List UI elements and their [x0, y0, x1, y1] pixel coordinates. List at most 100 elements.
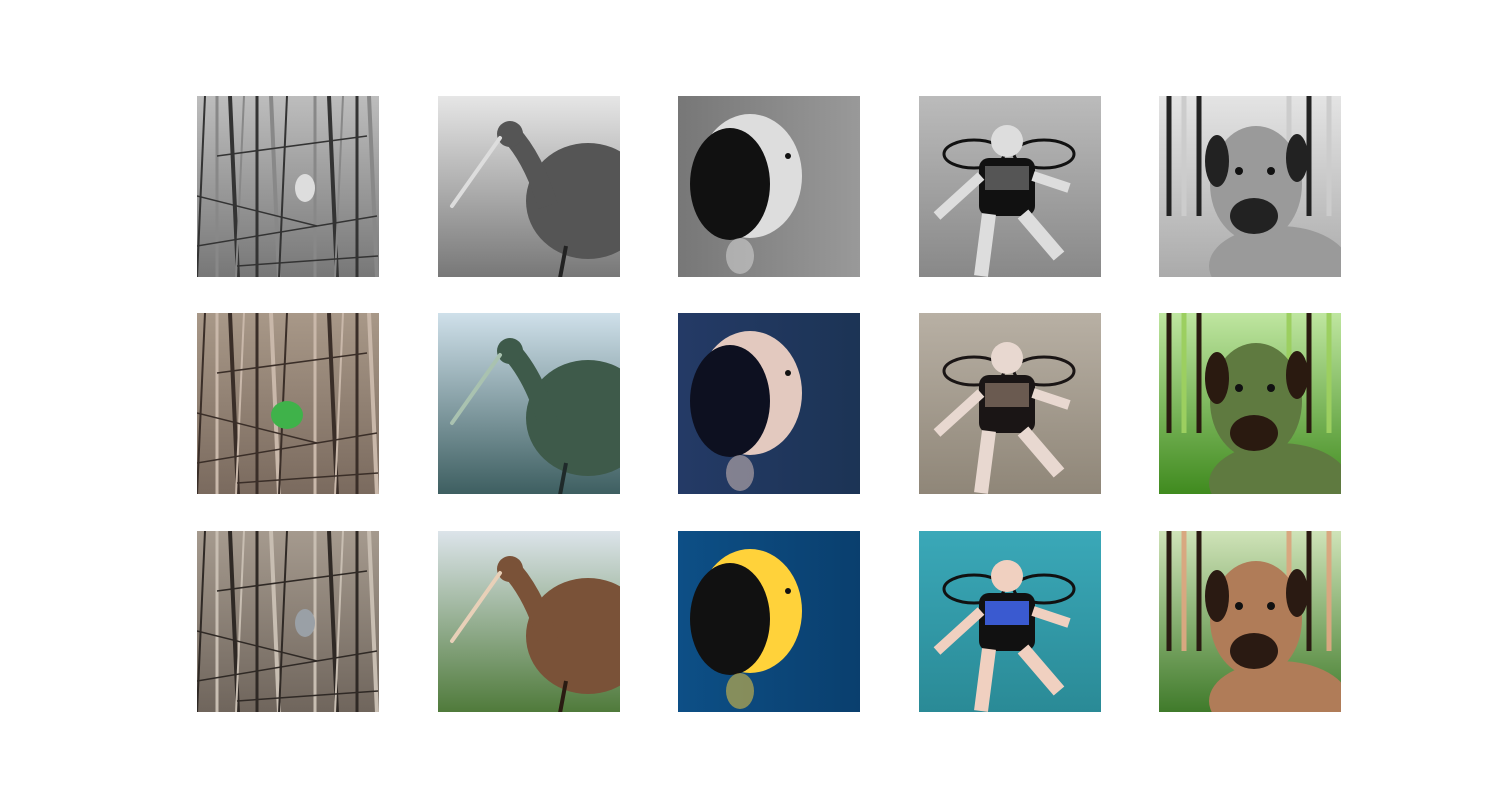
dog-body [1209, 226, 1341, 277]
branch [367, 313, 379, 494]
ibis-leg [558, 245, 568, 277]
diver-head [991, 560, 1023, 592]
dog-body [1209, 443, 1341, 494]
dog-muzzle [1230, 415, 1278, 451]
image-tile [197, 313, 379, 494]
branch [367, 531, 379, 712]
ibis-head [497, 338, 523, 364]
diver-vest [985, 601, 1029, 625]
diver-arms [933, 606, 1071, 655]
fish-eye [785, 153, 791, 159]
dog-ear [1205, 570, 1229, 622]
branch [235, 96, 245, 277]
image-tile [919, 96, 1101, 277]
branch [269, 96, 281, 277]
twig [197, 630, 318, 662]
dog-ear [1205, 352, 1229, 404]
ibis-beak [450, 571, 502, 643]
diver-head [991, 342, 1023, 374]
branch [235, 313, 245, 494]
image-tile [919, 313, 1101, 494]
ibis-beak [450, 353, 502, 425]
image-tile [438, 313, 620, 494]
twig [236, 472, 379, 484]
ibis-head [497, 556, 523, 582]
tile-background [197, 96, 379, 277]
fish-fin [726, 455, 754, 491]
ibis-head [497, 121, 523, 147]
branch [269, 531, 281, 712]
dog-muzzle [1230, 633, 1278, 669]
diver-head [991, 125, 1023, 157]
twig [216, 135, 368, 157]
ibis-body [526, 578, 620, 694]
branch [197, 313, 206, 494]
twig [216, 352, 368, 374]
ibis-body [526, 360, 620, 476]
branch [334, 96, 344, 277]
diver-vest [985, 166, 1029, 190]
bird [295, 609, 315, 637]
diver-arms [933, 388, 1071, 437]
image-tile [678, 313, 860, 494]
twig [236, 690, 379, 702]
ibis-body [526, 143, 620, 259]
ibis-beak [450, 136, 502, 208]
tile-background [197, 531, 379, 712]
fish-patch [690, 128, 770, 240]
image-tile [678, 96, 860, 277]
branch [367, 96, 379, 277]
fish-eye [785, 588, 791, 594]
ibis-leg [558, 462, 568, 494]
image-tile [919, 531, 1101, 712]
dog-eye [1267, 384, 1275, 392]
fish-patch [690, 563, 770, 675]
bird [271, 401, 303, 429]
dog-muzzle [1230, 198, 1278, 234]
dog-ear [1205, 135, 1229, 187]
ibis-leg [558, 680, 568, 712]
fish-fin [726, 238, 754, 274]
twig [236, 255, 379, 267]
dog-ear [1286, 351, 1308, 399]
dog-eye [1267, 167, 1275, 175]
dog-eye [1235, 602, 1243, 610]
branch [197, 96, 206, 277]
branch [269, 313, 281, 494]
image-tile [678, 531, 860, 712]
image-tile [438, 531, 620, 712]
branch [278, 96, 288, 277]
dog-ear [1286, 569, 1308, 617]
fish-eye [785, 370, 791, 376]
dog-eye [1267, 602, 1275, 610]
image-tile [197, 531, 379, 712]
diver-legs [974, 644, 1065, 712]
twig [197, 412, 318, 444]
bird [295, 174, 315, 202]
fish-patch [690, 345, 770, 457]
branch [278, 531, 288, 712]
fish-fin [726, 673, 754, 709]
diver-arms [933, 171, 1071, 220]
branch [334, 531, 344, 712]
twig [216, 570, 368, 592]
branch [197, 531, 206, 712]
diver-legs [974, 426, 1065, 494]
twig [197, 215, 378, 247]
branch [334, 313, 344, 494]
image-tile [1159, 313, 1341, 494]
image-tile [1159, 96, 1341, 277]
dog-eye [1235, 384, 1243, 392]
image-tile [197, 96, 379, 277]
dog-eye [1235, 167, 1243, 175]
dog-ear [1286, 134, 1308, 182]
dog-body [1209, 661, 1341, 712]
diver-legs [974, 209, 1065, 277]
twig [197, 195, 318, 227]
image-tile [1159, 531, 1341, 712]
diver-vest [985, 383, 1029, 407]
twig [197, 650, 378, 682]
branch [235, 531, 245, 712]
twig [197, 432, 378, 464]
